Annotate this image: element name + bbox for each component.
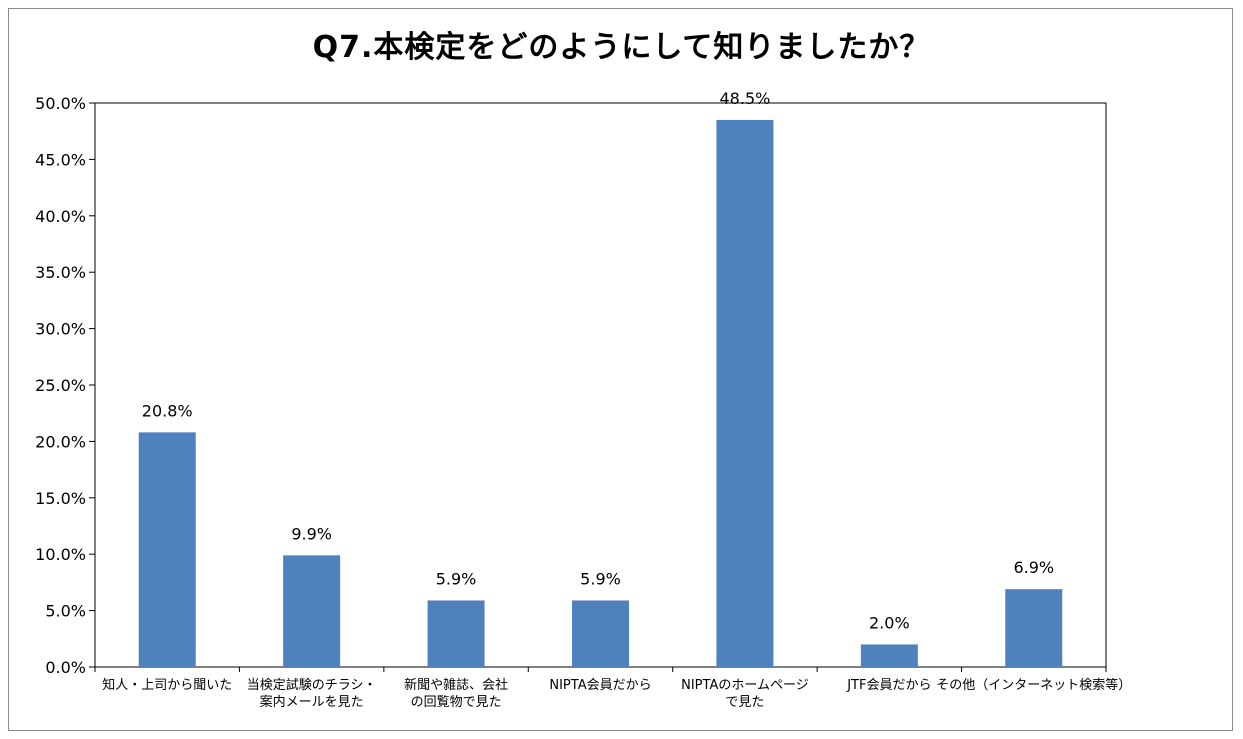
category-label-line: 知人・上司から聞いた <box>102 677 232 693</box>
bar-value-label: 5.9% <box>436 569 477 588</box>
category-label: NIPTAのホームページで見た <box>681 678 809 710</box>
bar <box>138 432 196 667</box>
y-tick-label: 15.0% <box>35 489 86 508</box>
y-tick-label: 45.0% <box>35 150 86 169</box>
bar-value-label: 5.9% <box>580 569 621 588</box>
category-label-line: 当検定試験のチラシ・ <box>247 677 377 693</box>
y-tick-label: 35.0% <box>35 263 86 282</box>
category-label-line: JTF会員だから <box>846 678 931 693</box>
bar <box>572 600 629 667</box>
bars <box>138 119 1063 668</box>
bar <box>1005 589 1063 667</box>
category-label-line: NIPTA会員だから <box>549 678 651 693</box>
category-label-line: 新聞や雑誌、会社 <box>404 677 508 693</box>
category-label-line: の回覧物で見た <box>411 694 502 710</box>
chart-title: Q7.本検定をどのようにして知りましたか？ <box>312 30 931 65</box>
y-tick-label: 10.0% <box>35 545 86 564</box>
category-label-line: NIPTAのホームページ <box>681 678 809 693</box>
bar <box>716 119 774 668</box>
y-tick-label: 40.0% <box>35 207 86 226</box>
category-label: JTF会員だから <box>846 678 931 693</box>
y-tick-label: 30.0% <box>35 320 86 339</box>
y-tick-label: 50.0% <box>35 94 86 113</box>
bar-value-label: 2.0% <box>869 613 910 632</box>
y-tick-label: 5.0% <box>45 602 86 621</box>
bar-value-label: 48.5% <box>720 89 771 108</box>
category-label: 知人・上司から聞いた <box>102 677 232 693</box>
value-labels: 20.8% 9.9% 5.9% 5.9% 48.5% 2.0% 6.9% <box>142 89 1054 633</box>
bar <box>283 555 341 667</box>
category-labels: 知人・上司から聞いた 当検定試験のチラシ・案内メールを見た新聞や雑誌、会社の回覧物… <box>94 667 1131 710</box>
y-tick-label: 25.0% <box>35 376 86 395</box>
category-label-line: その他（インターネット検索等） <box>936 677 1131 693</box>
y-axis-ticks: 0.0% 5.0% 10.0% 15.0% 20.0% 25.0% 30.0% 35.0% 40… <box>35 94 95 677</box>
y-tick-label: 0.0% <box>45 658 86 677</box>
category-label-line: で見た <box>725 695 764 710</box>
bar-value-label: 9.9% <box>291 524 332 543</box>
bar-value-label: 20.8% <box>142 401 193 420</box>
bar <box>427 600 485 667</box>
category-label: 当検定試験のチラシ・案内メールを見た <box>247 677 377 710</box>
category-label: 新聞や雑誌、会社の回覧物で見た <box>404 677 508 710</box>
category-label-line: 案内メールを見た <box>260 694 364 710</box>
y-tick-label: 20.0% <box>35 432 86 451</box>
category-label: NIPTA会員だから <box>549 678 651 693</box>
bar <box>860 644 918 667</box>
bar-value-label: 6.9% <box>1013 558 1054 577</box>
category-label: その他（インターネット検索等） <box>936 677 1131 693</box>
